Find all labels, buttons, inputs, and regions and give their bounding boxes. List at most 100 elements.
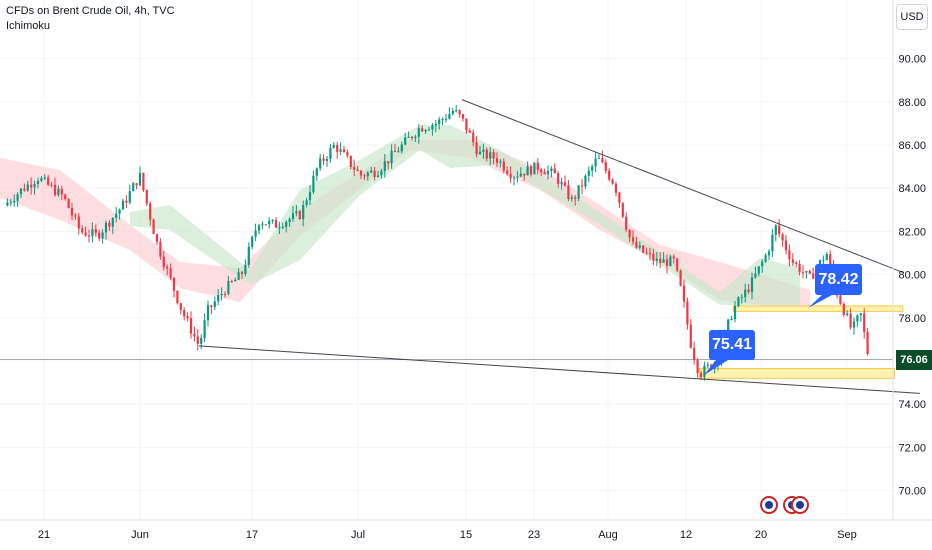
candle-body bbox=[689, 324, 692, 348]
indicator-label[interactable]: Ichimoku bbox=[6, 20, 51, 32]
candle-body bbox=[108, 222, 111, 227]
candle-body bbox=[587, 170, 590, 176]
candle-body bbox=[142, 172, 145, 190]
candle-body bbox=[546, 170, 550, 175]
candle-body bbox=[706, 364, 709, 366]
candle-body bbox=[339, 149, 342, 152]
candle-body bbox=[767, 251, 771, 256]
callout-lower: 75.41 bbox=[709, 330, 755, 360]
candle-body bbox=[84, 232, 87, 236]
candle-body bbox=[115, 213, 118, 218]
candle-body bbox=[431, 125, 434, 130]
candle-body bbox=[791, 259, 794, 263]
candle-body bbox=[397, 151, 400, 153]
support-zone bbox=[698, 368, 895, 379]
candle-body bbox=[332, 144, 335, 148]
candle-body bbox=[128, 191, 131, 203]
candle-body bbox=[210, 305, 213, 308]
candle-body bbox=[553, 168, 556, 174]
candle-body bbox=[257, 225, 261, 231]
candle-body bbox=[36, 180, 40, 185]
candle-body bbox=[308, 192, 312, 201]
candle-body bbox=[261, 224, 264, 226]
candle-body bbox=[451, 110, 454, 114]
time-axis[interactable]: 21 Jun 17 Jul 15 23 Aug 12 20 Sep bbox=[38, 529, 857, 541]
candle-body bbox=[387, 161, 390, 164]
candle-body bbox=[485, 149, 488, 159]
candle-body bbox=[152, 219, 155, 235]
candle-body bbox=[81, 228, 84, 233]
candle-body bbox=[404, 137, 407, 145]
candle-body bbox=[693, 347, 696, 360]
candle-body bbox=[53, 184, 57, 195]
candle-body bbox=[676, 258, 679, 271]
candle-body bbox=[852, 321, 856, 328]
candle-body bbox=[30, 184, 33, 188]
candle-body bbox=[319, 158, 322, 169]
candle-body bbox=[179, 303, 182, 310]
candle-body bbox=[567, 185, 570, 199]
candle-body bbox=[101, 232, 104, 239]
candle-body bbox=[696, 359, 699, 374]
candle-body bbox=[540, 169, 543, 173]
time-tick-label: 12 bbox=[680, 529, 692, 541]
candle-body bbox=[240, 272, 244, 275]
candle-body bbox=[172, 277, 176, 291]
candle-body bbox=[376, 175, 380, 177]
candle-body bbox=[370, 170, 373, 173]
candle-body bbox=[601, 158, 604, 163]
candle-body bbox=[788, 250, 791, 260]
candle-body bbox=[424, 130, 427, 132]
trendlines bbox=[199, 99, 920, 394]
candle-body bbox=[189, 318, 193, 334]
candle-body bbox=[50, 184, 53, 186]
candle-body bbox=[849, 313, 852, 328]
candle-body bbox=[70, 208, 74, 216]
candle-body bbox=[200, 337, 203, 344]
price-tick-label: 72.00 bbox=[898, 442, 926, 454]
candle-body bbox=[325, 158, 329, 161]
candle-body bbox=[135, 183, 138, 186]
candle-body bbox=[271, 219, 274, 221]
price-tick-label: 88.00 bbox=[898, 97, 926, 109]
candle-body bbox=[64, 194, 67, 199]
candle-body bbox=[132, 183, 135, 192]
candle-body bbox=[193, 333, 196, 337]
currency-button[interactable]: USD bbox=[896, 4, 928, 30]
candle-body bbox=[543, 172, 546, 175]
price-tick-label: 78.00 bbox=[898, 313, 926, 325]
candle-body bbox=[570, 197, 573, 199]
candle-body bbox=[336, 144, 339, 152]
candle-body bbox=[26, 184, 29, 191]
candle-body bbox=[237, 272, 240, 280]
candle-body bbox=[495, 158, 499, 163]
candle-body bbox=[512, 177, 516, 179]
candle-body bbox=[104, 222, 108, 233]
candle-body bbox=[757, 266, 760, 274]
candle-body bbox=[533, 162, 536, 175]
candle-body bbox=[536, 162, 539, 170]
candle-body bbox=[414, 136, 417, 139]
candle-body bbox=[74, 215, 77, 217]
candle-body bbox=[842, 303, 845, 315]
candle-body bbox=[230, 280, 233, 282]
candle-body bbox=[475, 142, 478, 155]
price-axis[interactable]: 90.0088.0086.0084.0082.0080.0078.0076.00… bbox=[898, 54, 926, 498]
candle-body bbox=[247, 246, 250, 265]
candle-body bbox=[492, 152, 495, 159]
time-tick-label: 15 bbox=[460, 529, 472, 541]
candle-body bbox=[645, 252, 648, 254]
candle-body bbox=[519, 173, 522, 177]
candle-body bbox=[417, 128, 420, 137]
time-tick-label: 17 bbox=[246, 529, 258, 541]
candle-body bbox=[349, 155, 352, 167]
candle-body bbox=[183, 309, 186, 317]
price-tick-label: 90.00 bbox=[898, 54, 926, 66]
event-markers[interactable] bbox=[760, 496, 809, 514]
candle-body bbox=[98, 232, 101, 239]
candle-body bbox=[778, 225, 781, 235]
candle-body bbox=[781, 234, 784, 241]
candle-body bbox=[111, 217, 114, 227]
candle-body bbox=[784, 240, 788, 251]
